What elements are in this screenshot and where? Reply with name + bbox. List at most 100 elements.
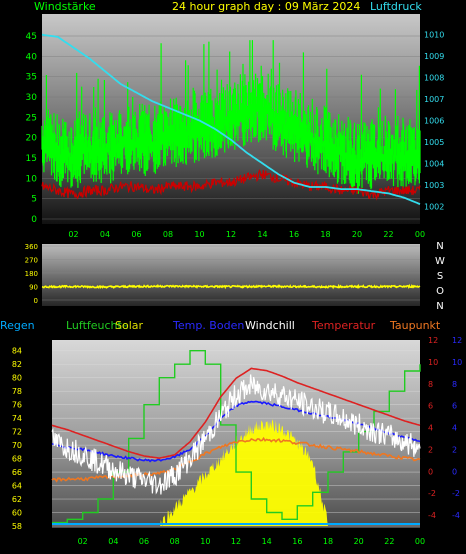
right-axis-title: Luftdruck [370,0,422,13]
tick-label-left: 25 [26,113,37,123]
tick-label-x: 22 [383,230,393,239]
legend-solar: Solar [115,319,144,332]
compass-letter: N [436,301,443,312]
legend-windchill: Windchill [245,319,295,332]
tick-label-humidity: 78 [12,387,22,396]
chart-title: 24 hour graph day : 09 März 2024 [172,0,360,13]
tick-label-temp-blue: 12 [452,336,462,345]
tick-label-x: 02 [68,230,78,239]
tick-label-x: 04 [108,537,118,546]
compass-letter: S [437,271,443,282]
tick-label-direction: 0 [34,297,38,305]
tick-label-humidity: 64 [12,482,22,491]
tick-label-humidity: 76 [12,401,22,410]
tick-label-direction: 270 [25,257,38,265]
tick-label-temp-blue: 6 [452,402,457,411]
tick-label-right: 1009 [424,52,444,61]
tick-label-right: 1008 [424,74,444,83]
tick-label-humidity: 68 [12,455,22,464]
tick-label-humidity: 74 [12,414,22,423]
tick-label-humidity: 82 [12,360,22,369]
tick-label-temp-blue: 4 [452,424,457,433]
tick-label-left: 30 [26,93,38,103]
series-dewpoint [51,436,421,483]
tick-label-right: 1006 [424,117,444,126]
tick-label-x: 14 [262,537,272,546]
tick-label-humidity: 72 [12,428,22,437]
tick-label-left: 40 [26,52,38,62]
tick-label-temp-blue: -4 [452,511,460,520]
tick-label-x: 08 [163,230,173,239]
tick-label-x: 04 [100,230,110,239]
tick-label-x: 18 [320,230,330,239]
tick-label-x: 10 [200,537,210,546]
series-wind-speed [41,40,421,194]
tick-label-x: 22 [384,537,394,546]
tick-label-left: 15 [26,154,37,164]
tick-label-temp-red: 6 [428,402,433,411]
tick-label-x: 00 [415,537,425,546]
tick-label-x: 16 [289,230,299,239]
tick-label-temp-red: 12 [428,336,438,345]
tick-label-x: 14 [257,230,267,239]
tick-label-direction: 90 [29,284,38,292]
tick-label-x: 10 [194,230,204,239]
series-wind-gust [41,169,421,201]
tick-label-right: 1003 [424,181,444,190]
wind-direction-panel [42,244,420,306]
tick-label-right: 1010 [424,31,444,40]
tick-label-left: 5 [31,195,37,205]
legend-luftfeuchte: Luftfeuchte [66,319,129,332]
left-axis-title: Windstärke [34,0,96,13]
tick-label-x: 16 [292,537,302,546]
tick-label-direction: 180 [25,270,38,278]
tick-label-humidity: 60 [12,509,22,518]
series-windchill [51,374,421,495]
tick-label-right: 1002 [424,202,444,211]
tick-label-temp-blue: 10 [452,358,462,367]
tick-label-humidity: 84 [12,347,22,356]
tick-label-x: 18 [323,537,333,546]
tick-label-temp-red: 0 [428,467,433,476]
legend-temperatur: Temperatur [311,319,376,332]
tick-label-humidity: 80 [12,374,22,383]
tick-label-x: 20 [354,537,364,546]
tick-label-temp-red: 10 [428,358,438,367]
tick-label-x: 00 [415,230,425,239]
legend-temp-boden: Temp. Boden [172,319,244,332]
tick-label-humidity: 62 [12,495,22,504]
tick-label-humidity: 58 [12,522,22,531]
tick-label-temp-red: 8 [428,380,433,389]
tick-label-direction: 360 [25,243,38,251]
tick-label-x: 12 [231,537,241,546]
legend-taupunkt: Taupunkt [389,319,441,332]
tick-label-temp-blue: -2 [452,489,460,498]
tick-label-temp-red: 4 [428,424,433,433]
tick-label-temp-red: -2 [428,489,436,498]
tick-label-left: 10 [26,174,38,184]
legend-regen: Regen [0,319,35,332]
tick-label-temp-red: 2 [428,445,433,454]
tick-label-temp-blue: 8 [452,380,457,389]
tick-label-temp-blue: 2 [452,445,457,454]
tick-label-x: 02 [78,537,88,546]
tick-label-x: 06 [139,537,149,546]
tick-label-humidity: 70 [12,441,22,450]
tick-label-temp-red: -4 [428,511,436,520]
tick-label-x: 20 [352,230,362,239]
tick-label-left: 0 [31,215,37,225]
tick-label-left: 35 [26,73,37,83]
tick-label-left: 20 [26,134,38,144]
compass-letter: W [435,256,445,267]
tick-label-right: 1007 [424,95,444,104]
tick-label-temp-blue: 0 [452,467,457,476]
tick-label-left: 45 [26,32,37,42]
tick-label-x: 06 [131,230,141,239]
tick-label-right: 1005 [424,138,444,147]
series-pressure [41,33,421,205]
tick-label-humidity: 66 [12,468,22,477]
compass-letter: O [436,286,444,297]
tick-label-right: 1004 [424,159,444,168]
tick-label-x: 08 [170,537,180,546]
